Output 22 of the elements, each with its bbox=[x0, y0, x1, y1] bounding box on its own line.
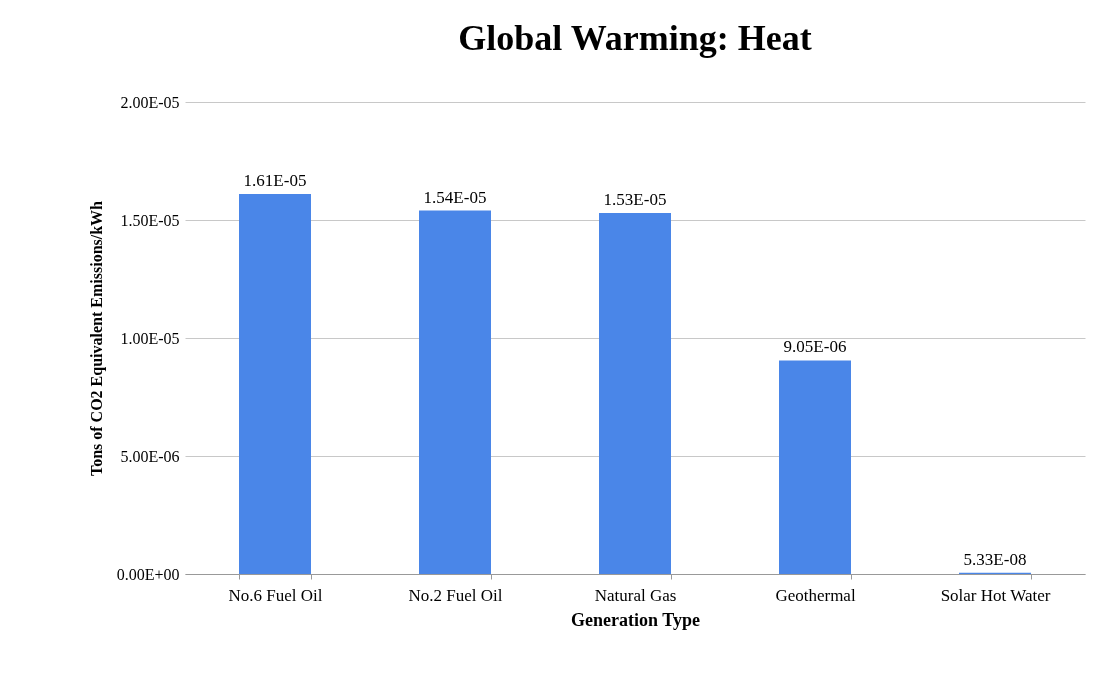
data-label: 9.05E-06 bbox=[783, 337, 847, 357]
bar bbox=[239, 194, 311, 574]
y-tick-label: 5.00E-06 bbox=[120, 447, 180, 465]
data-label: 1.54E-05 bbox=[423, 187, 487, 207]
y-tick-label: 1.00E-05 bbox=[120, 329, 180, 347]
x-tick-label: Solar Hot Water bbox=[940, 585, 1051, 605]
data-label: 1.61E-05 bbox=[243, 171, 307, 191]
chart-title: Global Warming: Heat bbox=[458, 18, 812, 58]
data-label: 5.33E-08 bbox=[963, 549, 1027, 569]
x-axis-title: Generation Type bbox=[571, 609, 700, 630]
y-tick-label: 1.50E-05 bbox=[120, 211, 180, 229]
x-tick-label: Geothermal bbox=[775, 585, 856, 605]
bar bbox=[779, 360, 851, 574]
x-tick-label: Natural Gas bbox=[594, 585, 677, 605]
y-axis-title: Tons of CO2 Equivalent Emissions/kWh bbox=[87, 200, 106, 477]
x-tick-label: No.6 Fuel Oil bbox=[228, 585, 323, 605]
y-tick-label: 2.00E-05 bbox=[120, 93, 180, 111]
data-label: 1.53E-05 bbox=[603, 189, 667, 209]
bar bbox=[599, 212, 671, 574]
y-tick-label: 0.00E+00 bbox=[116, 565, 180, 583]
bar bbox=[419, 210, 491, 574]
x-tick-label: No.2 Fuel Oil bbox=[408, 585, 503, 605]
